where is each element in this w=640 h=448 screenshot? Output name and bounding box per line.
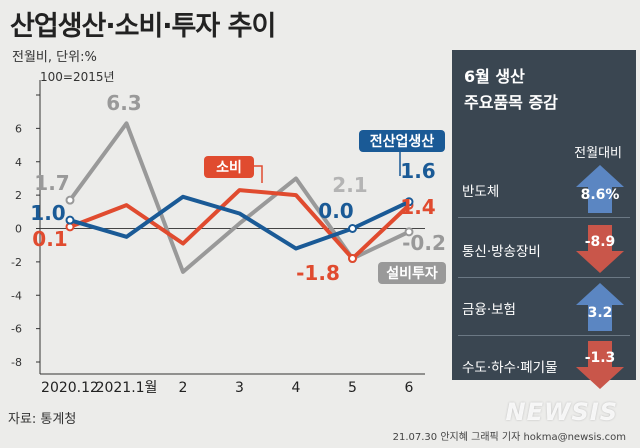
panel-item: 통신·방송장비 -8.9	[452, 220, 636, 278]
panel-item-label: 반도체	[462, 184, 500, 200]
data-label-retail: 0.1	[32, 227, 67, 251]
source-note: 자료: 통계청	[8, 412, 77, 427]
down-arrow-icon	[576, 341, 624, 389]
data-point-retail	[348, 254, 357, 264]
panel-divider	[458, 335, 630, 336]
graphic-credit: 21.07.30 안지혜 그래픽 기자 hokma@newsis.com	[392, 432, 626, 443]
arrow-shape	[576, 341, 624, 389]
x-tick-label: 2	[179, 380, 188, 396]
x-tick-label: 2021.1월	[96, 380, 158, 396]
data-point-total	[65, 215, 75, 225]
y-tick-label: -4	[11, 289, 22, 302]
x-tick-label: 6	[405, 380, 414, 396]
data-point-investment	[65, 195, 75, 205]
chart-title: 산업생산·소비·투자 추이	[10, 11, 276, 42]
arrow-shape	[576, 165, 624, 213]
panel-item-value: -8.9	[584, 234, 616, 250]
data-point-total	[404, 197, 414, 207]
series-tag-bg-investment	[378, 262, 446, 284]
up-arrow-icon	[576, 165, 624, 213]
panel-item-label: 수도·하수·폐기물	[462, 360, 558, 376]
panel-item-label: 통신·방송장비	[462, 244, 541, 260]
arrow-shape	[576, 225, 624, 273]
panel-title-line2: 주요품목 증감	[464, 93, 558, 112]
data-label-total: 1.6	[400, 159, 435, 183]
data-label-investment: 1.7	[34, 171, 69, 195]
down-arrow-icon	[576, 225, 624, 273]
data-point-total	[348, 224, 357, 233]
data-label-retail: 1.4	[400, 195, 435, 219]
index-base-note: 100=2015년	[40, 70, 115, 84]
panel-item-value: 3.2	[587, 305, 613, 321]
y-tick-label: 4	[15, 156, 22, 169]
series-tag-bg-retail	[204, 156, 254, 178]
data-point-investment	[404, 227, 414, 237]
x-tick-label: 2020.12	[41, 380, 99, 396]
panel-item-value: -1.3	[584, 350, 616, 366]
retail-tag-leader	[254, 165, 263, 183]
series-tag-bg-total	[359, 130, 445, 152]
data-label-investment: -0.2	[402, 231, 446, 255]
panel-title-line1: 6월 생산	[464, 67, 525, 86]
newsis-watermark: NEWSIS	[505, 398, 618, 426]
x-tick-label: 4	[292, 380, 301, 396]
up-arrow-icon	[576, 283, 624, 331]
panel-divider	[458, 277, 630, 278]
panel-item-label: 금융·보험	[462, 302, 516, 318]
series-tag-total: 전산업생산	[370, 133, 435, 150]
panel-divider	[458, 217, 630, 218]
series-line-investment	[68, 121, 410, 274]
x-tick-label: 5	[348, 380, 357, 396]
panel-item: 반도체 8.6%	[452, 160, 636, 218]
data-label-retail: -1.8	[296, 261, 340, 285]
data-label-total: 1.0	[30, 201, 65, 225]
data-label-total: 0.0	[318, 199, 353, 223]
y-tick-label: 2	[15, 189, 22, 202]
y-tick-label: -6	[11, 323, 22, 336]
panel-column-header: 전월대비	[574, 146, 622, 161]
y-tick-label: 6	[15, 122, 22, 135]
data-label-investment: 6.3	[106, 91, 141, 115]
data-label-investment: 2.1	[332, 173, 367, 197]
panel-title: 6월 생산 주요품목 증감	[464, 64, 558, 116]
x-tick-label: 3	[235, 380, 244, 396]
y-tick-label: -8	[11, 356, 22, 369]
panel-item-value: 8.6%	[580, 187, 620, 203]
y-tick-label: -2	[11, 256, 22, 269]
series-tag-investment: 설비투자	[386, 266, 438, 282]
y-tick-label: 0	[15, 223, 22, 236]
arrow-shape	[576, 283, 624, 331]
series-tag-retail: 소비	[216, 160, 242, 176]
chart-subtitle: 전월비, 단위:%	[12, 50, 97, 65]
panel-item: 수도·하수·폐기물 -1.3	[452, 336, 636, 394]
panel-item: 금융·보험 3.2	[452, 278, 636, 336]
items-panel: 6월 생산 주요품목 증감 전월대비 반도체 8.6% 통신·방송장비 -8.9 금융·…	[452, 50, 636, 389]
